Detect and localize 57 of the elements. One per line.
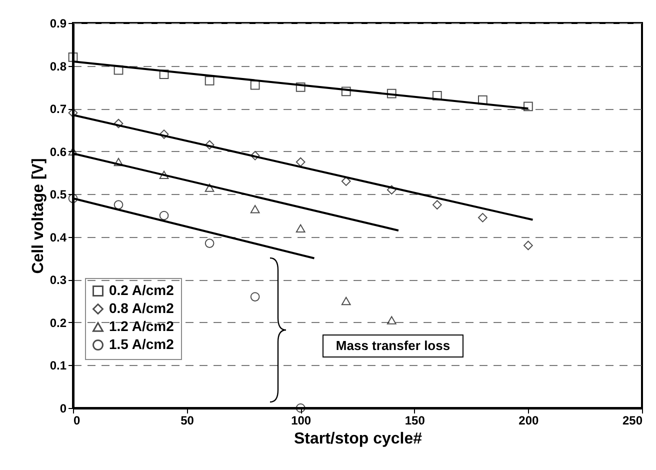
annotation: Mass transfer loss — [336, 338, 450, 353]
point — [386, 88, 396, 98]
point — [296, 157, 306, 167]
x-tick-label: 0 — [74, 414, 80, 428]
y-tick-label: 0 — [60, 402, 67, 416]
legend-label: 0.2 A/cm2 — [109, 282, 174, 298]
y-tick-label: 0.2 — [50, 316, 67, 330]
y-axis-title: Cell voltage [V] — [30, 158, 47, 274]
legend-label: 0.8 A/cm2 — [109, 300, 174, 316]
legend-label: 1.5 A/cm2 — [109, 336, 174, 352]
point — [114, 118, 124, 128]
x-axis-title: Start/stop cycle# — [294, 430, 422, 448]
y-tick-label: 0.1 — [50, 358, 67, 373]
point — [432, 200, 442, 210]
point — [296, 403, 306, 413]
x-tick-label: 50 — [180, 414, 194, 428]
point — [386, 185, 396, 195]
point — [341, 86, 351, 96]
point — [341, 296, 351, 306]
point — [250, 80, 260, 90]
y-tick-label: 0.4 — [50, 230, 67, 244]
x-tick-label: 250 — [622, 414, 643, 428]
point — [159, 70, 169, 80]
point — [478, 212, 488, 222]
point — [204, 76, 214, 86]
point — [159, 130, 169, 139]
point — [68, 194, 78, 204]
y-tick-label: 0.8 — [50, 59, 67, 74]
point — [524, 102, 533, 112]
x-tick-label: 150 — [404, 414, 426, 428]
y-tick-label: 0.7 — [50, 102, 67, 116]
point — [159, 170, 169, 179]
point — [432, 91, 442, 100]
point — [204, 238, 214, 248]
point — [204, 184, 214, 192]
point — [341, 176, 351, 186]
point — [250, 292, 260, 302]
x-tick-label: 200 — [518, 414, 540, 428]
point — [68, 52, 78, 62]
x-tick-label: 100 — [291, 414, 312, 428]
point — [296, 224, 306, 232]
point — [386, 316, 396, 324]
point — [250, 204, 260, 214]
point — [204, 140, 214, 150]
y-tick-label: 0.3 — [50, 273, 67, 288]
y-tick-label: 0.9 — [50, 16, 67, 30]
point — [478, 95, 488, 105]
point — [114, 65, 124, 75]
point — [114, 158, 124, 166]
point — [250, 150, 260, 160]
y-tick-label: 0.6 — [50, 144, 67, 159]
y-tick-label: 0.5 — [50, 188, 67, 202]
legend-label: 1.2 A/cm2 — [109, 318, 174, 334]
point — [296, 82, 306, 92]
point — [114, 200, 124, 210]
point — [159, 210, 169, 220]
point — [524, 240, 533, 250]
